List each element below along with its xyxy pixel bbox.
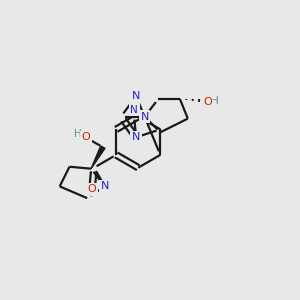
Text: H: H [74, 129, 82, 139]
Text: N: N [100, 182, 109, 191]
Text: N: N [132, 132, 140, 142]
Polygon shape [91, 146, 105, 169]
Text: H: H [212, 96, 219, 106]
Text: N: N [130, 105, 138, 115]
Text: O: O [82, 132, 91, 142]
Text: N: N [132, 91, 140, 101]
Text: O: O [203, 97, 212, 107]
Text: O: O [88, 184, 96, 194]
Text: N: N [140, 112, 149, 122]
